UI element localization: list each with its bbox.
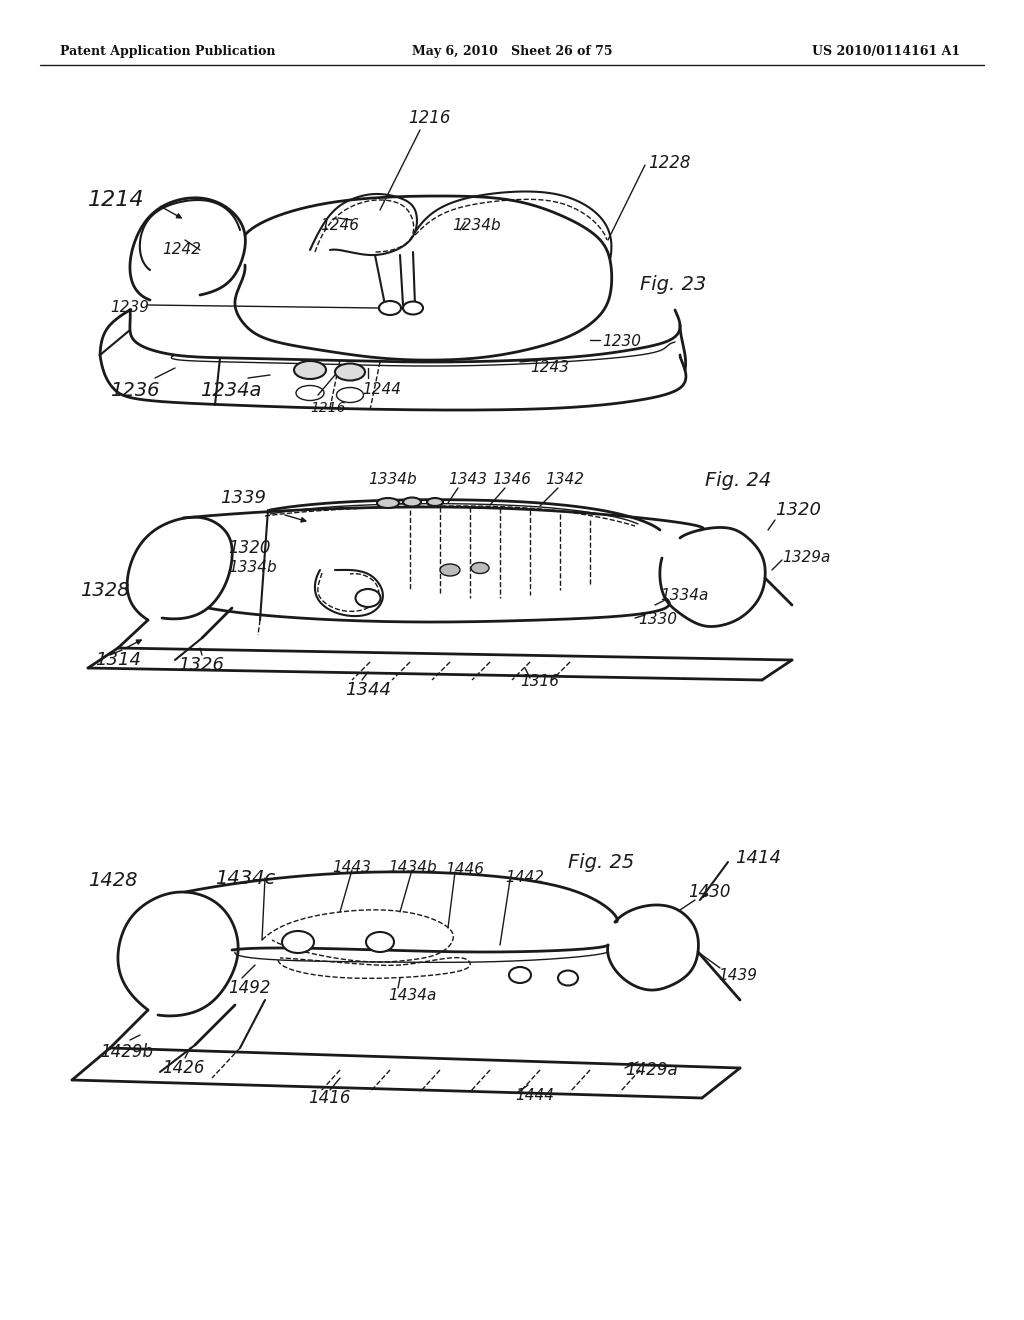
- Ellipse shape: [471, 562, 489, 573]
- Text: 1434b: 1434b: [388, 861, 436, 875]
- Text: 1228: 1228: [648, 154, 690, 172]
- Text: 1439: 1439: [718, 968, 757, 982]
- Text: 1429b: 1429b: [100, 1043, 153, 1061]
- Ellipse shape: [509, 968, 531, 983]
- Text: 1430: 1430: [688, 883, 730, 902]
- Text: 1344: 1344: [345, 681, 391, 700]
- Text: 1434c: 1434c: [215, 869, 275, 887]
- Text: 1216: 1216: [408, 110, 451, 127]
- Text: 1320: 1320: [775, 502, 821, 519]
- Text: 1242: 1242: [162, 243, 201, 257]
- Text: 1216: 1216: [310, 401, 345, 414]
- Text: 1416: 1416: [308, 1089, 350, 1107]
- Text: Fig. 24: Fig. 24: [705, 470, 771, 490]
- Ellipse shape: [403, 498, 421, 507]
- Text: 1326: 1326: [178, 656, 224, 675]
- Text: 1442: 1442: [505, 870, 544, 886]
- Text: 1236: 1236: [110, 380, 160, 400]
- Text: 1346: 1346: [492, 473, 531, 487]
- Text: 1443: 1443: [332, 861, 371, 875]
- Ellipse shape: [377, 498, 399, 508]
- Text: Patent Application Publication: Patent Application Publication: [60, 45, 275, 58]
- Text: 1214: 1214: [88, 190, 144, 210]
- Text: May 6, 2010   Sheet 26 of 75: May 6, 2010 Sheet 26 of 75: [412, 45, 612, 58]
- Text: 1334a: 1334a: [660, 587, 709, 602]
- Text: 1444: 1444: [515, 1088, 554, 1102]
- Text: 1329a: 1329a: [782, 550, 830, 565]
- Text: 1434a: 1434a: [388, 987, 436, 1002]
- Ellipse shape: [427, 498, 443, 506]
- Text: 1316: 1316: [520, 675, 559, 689]
- Text: 1334b: 1334b: [228, 561, 276, 576]
- Text: 1426: 1426: [162, 1059, 205, 1077]
- Ellipse shape: [282, 931, 314, 953]
- Ellipse shape: [355, 589, 381, 607]
- Text: 1234b: 1234b: [452, 218, 501, 232]
- Ellipse shape: [440, 564, 460, 576]
- Text: US 2010/0114161 A1: US 2010/0114161 A1: [812, 45, 961, 58]
- Text: 1244: 1244: [362, 383, 401, 397]
- Text: Fig. 25: Fig. 25: [568, 853, 634, 871]
- Text: 1339: 1339: [220, 488, 266, 507]
- Text: 1330: 1330: [638, 612, 677, 627]
- Ellipse shape: [294, 360, 326, 379]
- Text: 1314: 1314: [95, 651, 141, 669]
- Text: 1246: 1246: [319, 218, 359, 232]
- Text: 1429a: 1429a: [625, 1061, 678, 1078]
- Ellipse shape: [379, 301, 401, 315]
- Text: 1320: 1320: [228, 539, 270, 557]
- Text: 1328: 1328: [80, 581, 129, 599]
- Text: 1492: 1492: [228, 979, 270, 997]
- Text: 1239: 1239: [110, 300, 150, 314]
- Text: 1334b: 1334b: [368, 473, 417, 487]
- Text: 1446: 1446: [445, 862, 484, 878]
- Text: 1234a: 1234a: [200, 380, 261, 400]
- Text: 1342: 1342: [545, 473, 584, 487]
- Text: 1243: 1243: [530, 360, 569, 375]
- Text: Fig. 23: Fig. 23: [640, 276, 707, 294]
- Ellipse shape: [335, 363, 365, 380]
- Text: 1230: 1230: [602, 334, 641, 350]
- Text: 1428: 1428: [88, 870, 137, 890]
- Ellipse shape: [558, 970, 578, 986]
- Text: 1414: 1414: [735, 849, 781, 867]
- Ellipse shape: [403, 301, 423, 314]
- Text: 1343: 1343: [449, 473, 487, 487]
- Ellipse shape: [366, 932, 394, 952]
